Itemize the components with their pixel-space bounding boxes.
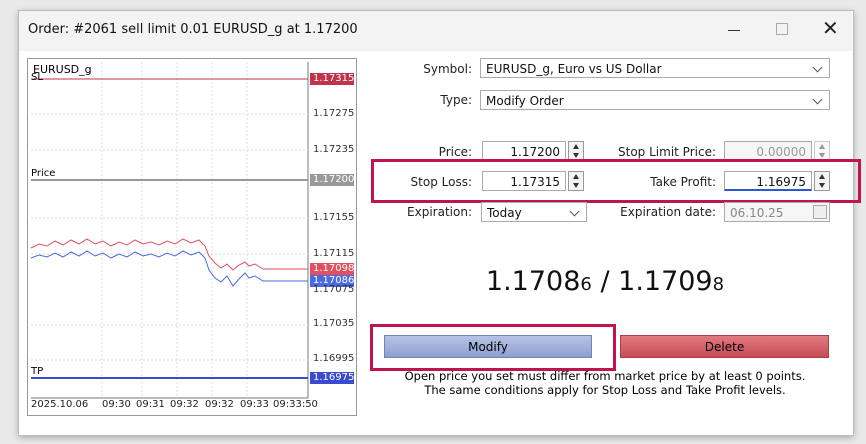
modify-button[interactable]: Modify bbox=[384, 335, 592, 358]
time-label: 09:31 bbox=[136, 399, 165, 410]
price-tick: 1.17155 bbox=[313, 212, 355, 223]
bid-main: 1.1708 bbox=[485, 266, 581, 297]
take-profit-input[interactable]: 1.16975 bbox=[724, 171, 812, 191]
take-profit-label: Take Profit: bbox=[650, 175, 716, 189]
expiration-checkbox[interactable] bbox=[813, 205, 827, 219]
bid-line bbox=[30, 250, 308, 287]
quote-separator: / bbox=[600, 266, 610, 297]
highlight-box bbox=[370, 324, 616, 371]
tp-label: TP bbox=[31, 366, 44, 377]
bid-last: 6 bbox=[580, 274, 592, 295]
quote: 1.17086 / 1.17098 bbox=[380, 266, 830, 297]
stop-loss-input[interactable]: 1.17315 bbox=[482, 171, 566, 191]
expiration-select[interactable]: Today bbox=[481, 202, 587, 222]
delete-button[interactable]: Delete bbox=[620, 335, 829, 358]
ask-line bbox=[30, 238, 308, 271]
time-label: 09:32 bbox=[205, 399, 234, 410]
price-tag: 1.17086 bbox=[310, 275, 354, 287]
note: Open price you set must differ from mark… bbox=[404, 369, 806, 383]
time-label: 09:33 bbox=[240, 399, 269, 410]
mini-chart bbox=[27, 58, 357, 416]
close-button[interactable]: ✕ bbox=[822, 16, 839, 40]
price-tick: 1.17075 bbox=[313, 285, 354, 294]
price-field-label: Price: bbox=[438, 145, 472, 159]
type-label: Type: bbox=[440, 93, 472, 107]
ask-main: 1.1709 bbox=[618, 266, 713, 297]
price-tag: 1.17200 bbox=[310, 174, 354, 186]
type-select[interactable]: Modify Order bbox=[480, 90, 830, 110]
minimize-button[interactable] bbox=[728, 30, 740, 31]
stop-loss-label: Stop Loss: bbox=[410, 175, 472, 189]
ask-last: 8 bbox=[712, 274, 725, 295]
chart-symbol: EURUSD_g bbox=[33, 63, 92, 76]
window-title: Order: #2061 sell limit 0.01 EURUSD_g at… bbox=[28, 22, 358, 37]
symbol-select[interactable]: EURUSD_g, Euro vs US Dollar bbox=[480, 58, 830, 78]
sl-label: SL bbox=[31, 72, 43, 83]
expiration-label: Expiration: bbox=[407, 205, 472, 219]
symbol-label: Symbol: bbox=[423, 62, 472, 76]
take-profit-spinner[interactable] bbox=[814, 171, 830, 191]
price-tick: 1.17235 bbox=[313, 144, 355, 155]
price-label: Price bbox=[31, 168, 56, 179]
price-input[interactable]: 1.17200 bbox=[482, 141, 566, 161]
title-bar bbox=[19, 11, 852, 51]
time-label: 2025.10.06 bbox=[31, 399, 89, 410]
chart-frame bbox=[27, 58, 357, 416]
price-tag: 1.17315 bbox=[310, 73, 354, 85]
price-tick: 1.17115 bbox=[313, 248, 355, 259]
price-tick: 1.17275 bbox=[313, 108, 355, 119]
price-tag: 1.16975 bbox=[310, 372, 354, 384]
highlight-box bbox=[371, 159, 861, 203]
time-label: 09:32 bbox=[170, 399, 199, 410]
note: The same conditions apply for Stop Loss … bbox=[424, 383, 786, 397]
expiration-date-label: Expiration date: bbox=[620, 205, 716, 219]
stop-limit-input[interactable]: 0.00000 bbox=[724, 141, 812, 161]
stop-loss-spinner[interactable] bbox=[568, 171, 584, 191]
maximize-button[interactable] bbox=[776, 23, 788, 35]
time-label: 09:33:50 bbox=[273, 399, 318, 410]
stop-limit-label: Stop Limit Price: bbox=[618, 145, 716, 159]
expiration-date-input[interactable]: 06.10.25 bbox=[724, 202, 830, 222]
price-tick: 1.16995 bbox=[313, 353, 355, 364]
grid bbox=[31, 62, 308, 398]
stop-limit-spinner[interactable] bbox=[814, 141, 830, 161]
price-tag: 1.17098 bbox=[310, 263, 354, 275]
time-label: 09:30 bbox=[102, 399, 131, 410]
price-tick: 1.17035 bbox=[313, 318, 355, 329]
